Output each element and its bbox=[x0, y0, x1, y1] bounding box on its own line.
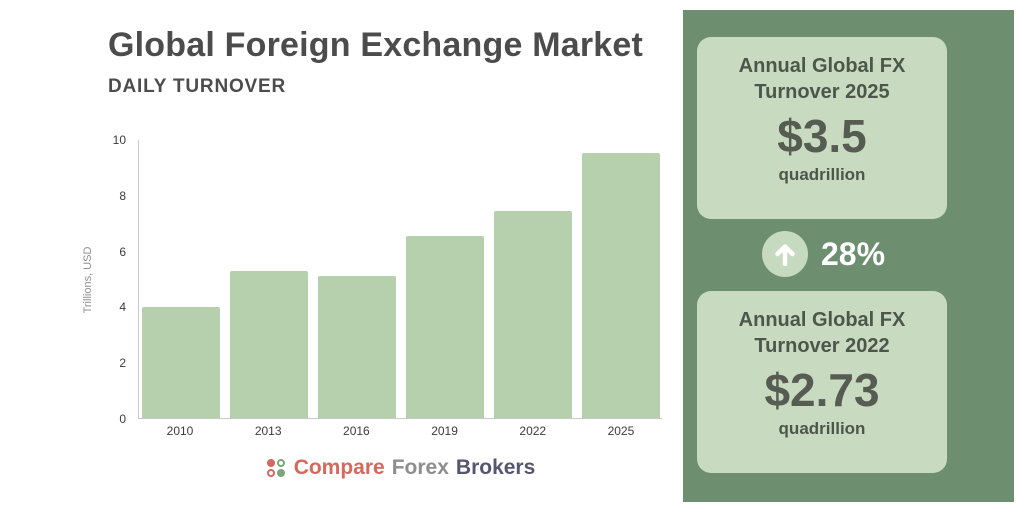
bar-2019 bbox=[406, 235, 484, 418]
x-tick-label-2019: 2019 bbox=[431, 424, 458, 438]
y-tick-label-6: 6 bbox=[119, 244, 126, 259]
y-axis-title: Trillions, USD bbox=[82, 246, 94, 314]
x-tick-label-2025: 2025 bbox=[607, 424, 635, 438]
stat-card-2022-value: $2.73 bbox=[764, 364, 880, 416]
page-title: Global Foreign Exchange Market bbox=[108, 26, 644, 64]
plot-area bbox=[138, 140, 662, 419]
arrow-up-icon bbox=[762, 231, 808, 277]
y-tick-label-8: 8 bbox=[119, 188, 126, 203]
brand-word-brokers: Brokers bbox=[455, 456, 536, 479]
brand-dots-icon bbox=[266, 459, 285, 477]
x-tick-label-2010: 2010 bbox=[166, 424, 194, 438]
stats-panel: Annual Global FX Turnover 2025 $3.5 quad… bbox=[683, 10, 1014, 502]
bar-2025 bbox=[582, 152, 660, 418]
stat-card-2022-title-line2: Turnover 2022 bbox=[754, 335, 890, 357]
brand-word-compare: Compare bbox=[293, 456, 385, 479]
x-tick-label-2016: 2016 bbox=[343, 424, 370, 438]
stat-card-2025-title-line2: Turnover 2025 bbox=[754, 81, 890, 103]
stat-card-2025: Annual Global FX Turnover 2025 $3.5 quad… bbox=[697, 37, 947, 219]
y-tick-label-2: 2 bbox=[119, 356, 126, 371]
change-percent: 28% bbox=[821, 235, 886, 272]
x-tick-label-2022: 2022 bbox=[519, 424, 547, 438]
y-tick-label-4: 4 bbox=[119, 300, 126, 315]
bar-2010 bbox=[142, 306, 220, 418]
brand-logo: Compare Forex Brokers bbox=[138, 452, 662, 484]
x-tick-label-2013: 2013 bbox=[254, 424, 282, 438]
stat-card-2022-unit: quadrillion bbox=[778, 419, 866, 438]
change-badge: 28% bbox=[762, 231, 885, 277]
y-axis-ticks: 0 2 4 6 8 10 bbox=[100, 133, 130, 426]
stat-card-2025-title: Annual Global FX Turnover 2025 bbox=[697, 53, 947, 105]
bar-2013 bbox=[230, 270, 308, 418]
stat-card-2022: Annual Global FX Turnover 2022 $2.73 qua… bbox=[697, 291, 947, 473]
y-tick-label-10: 10 bbox=[112, 133, 126, 147]
y-tick-label-0: 0 bbox=[119, 412, 126, 426]
stat-card-2025-unit: quadrillion bbox=[778, 165, 866, 184]
bar-2022 bbox=[494, 210, 572, 418]
bar-2016 bbox=[318, 276, 396, 418]
page-subtitle: DAILY TURNOVER bbox=[108, 76, 287, 97]
stat-card-2025-value: $3.5 bbox=[777, 110, 867, 162]
stat-card-2025-title-line1: Annual Global FX bbox=[738, 55, 906, 77]
stat-card-2022-title-line1: Annual Global FX bbox=[738, 309, 906, 331]
x-axis-labels: 2010 2013 2016 2019 2022 2025 bbox=[138, 424, 662, 438]
brand-word-forex: Forex bbox=[391, 456, 449, 479]
stat-card-2022-title: Annual Global FX Turnover 2022 bbox=[697, 307, 947, 359]
